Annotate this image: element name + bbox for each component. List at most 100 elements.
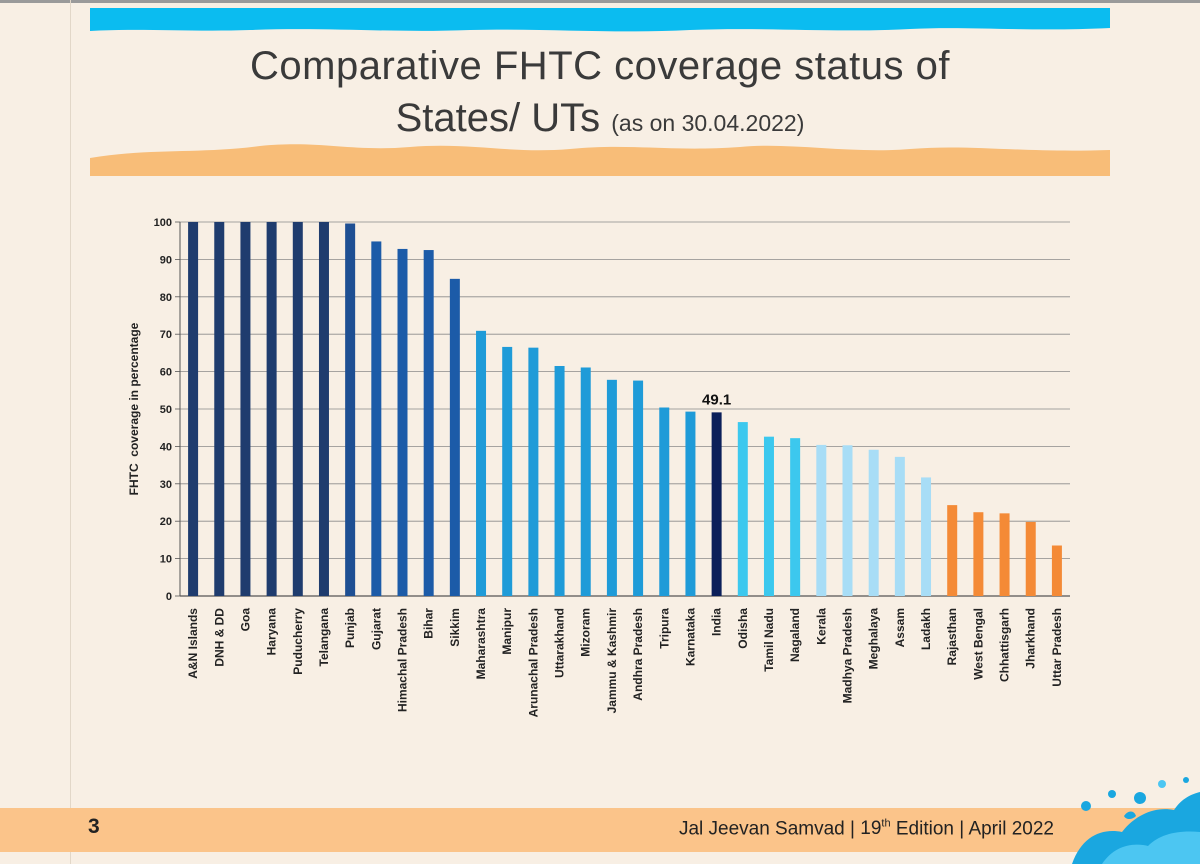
y-axis-label: FHTC coverage in percentage: [127, 322, 141, 495]
x-tick-label-meghalaya: Meghalaya: [867, 608, 881, 670]
y-tick-label-20: 20: [160, 516, 172, 528]
bar-gujarat: [371, 241, 382, 596]
y-tick-label-70: 70: [160, 329, 172, 341]
x-tick-label-odisha: Odisha: [736, 608, 750, 649]
bar-sikkim: [449, 278, 460, 596]
x-tick-label-sikkim: Sikkim: [448, 608, 462, 647]
water-splash-logo: [1072, 777, 1200, 864]
bar-west-bengal: [973, 512, 984, 596]
bar-chhattisgarh: [999, 513, 1010, 596]
y-tick-label-10: 10: [160, 554, 172, 566]
x-tick-label-ladakh: Ladakh: [919, 608, 933, 650]
x-tick-label-tamil-nadu: Tamil Nadu: [762, 608, 776, 672]
x-tick-label-madhya-pradesh: Madhya Pradesh: [841, 608, 855, 703]
y-tick-label-80: 80: [160, 292, 172, 304]
bar-jharkhand: [1025, 521, 1036, 596]
bar-haryana: [266, 222, 277, 596]
x-tick-label-puducherry: Puducherry: [291, 608, 305, 675]
bar-a-n-islands: [188, 222, 199, 596]
bar-meghalaya: [868, 449, 879, 596]
y-tick-labels: 0 10 20 30 40 50 60 70 80 90 100: [154, 217, 172, 603]
bar-jammu-kashmir: [606, 379, 617, 596]
bar-ladakh: [921, 477, 932, 596]
x-tick-label-haryana: Haryana: [265, 608, 279, 656]
bar-madhya-pradesh: [842, 445, 853, 596]
y-tick-label-100: 100: [154, 217, 172, 229]
top-border-line: [0, 0, 1200, 3]
x-tick-label-uttar-pradesh: Uttar Pradesh: [1050, 608, 1064, 687]
x-tick-label-mizoram: Mizoram: [579, 608, 593, 657]
x-tick-label-himachal-pradesh: Himachal Pradesh: [396, 608, 410, 712]
coverage-bar-chart: 0 10 20 30 40 50 60 70 80 90 100 A&N Islands DNH & …: [127, 217, 1070, 718]
bar-india: [711, 412, 722, 596]
bar-rajasthan: [947, 505, 958, 596]
bar-uttar-pradesh: [1051, 545, 1062, 596]
x-tick-label-gujarat: Gujarat: [369, 608, 383, 650]
bar-goa: [240, 222, 251, 596]
x-tick-label-uttarakhand: Uttarakhand: [553, 608, 567, 678]
x-tick-label-kerala: Kerala: [814, 608, 828, 645]
footer-bar: [0, 808, 1200, 852]
bars: [188, 222, 1062, 597]
chart-title-line1: Comparative FHTC coverage status of: [250, 44, 950, 88]
bar-tamil-nadu: [763, 436, 774, 596]
x-tick-label-maharashtra: Maharashtra: [474, 608, 488, 680]
x-tick-label-india: India: [710, 608, 724, 636]
banner-water-wave: [90, 8, 1110, 32]
x-tick-label-punjab: Punjab: [343, 608, 357, 648]
chart-title-states: States/ UTs: [395, 96, 601, 140]
x-tick-label-goa: Goa: [238, 608, 252, 632]
x-tick-label-chhattisgarh: Chhattisgarh: [998, 608, 1012, 682]
x-tick-label-jharkhand: Jharkhand: [1024, 608, 1038, 669]
y-tick-label-90: 90: [160, 254, 172, 266]
x-tick-label-rajasthan: Rajasthan: [945, 608, 959, 665]
bar-odisha: [737, 422, 748, 596]
bar-punjab: [345, 223, 356, 596]
x-tick-label-west-bengal: West Bengal: [971, 608, 985, 680]
x-tick-label-assam: Assam: [893, 608, 907, 647]
page-margin-line: [70, 0, 71, 864]
bar-nagaland: [790, 438, 801, 596]
annotations: 49.1: [702, 391, 731, 408]
x-tick-label-telangana: Telangana: [317, 608, 331, 667]
title-banner: [90, 8, 1110, 176]
y-tick-label-30: 30: [160, 479, 172, 491]
y-tick-label-0: 0: [166, 591, 172, 603]
banner-sand-wave: [90, 144, 1110, 176]
x-tick-label-jammu-kashmir: Jammu & Kashmir: [605, 608, 619, 714]
bar-telangana: [318, 222, 329, 596]
footer-separator: |: [850, 818, 855, 840]
edition-word: Edition: [895, 818, 954, 840]
y-tick-label-50: 50: [160, 404, 172, 416]
bar-assam: [894, 456, 905, 596]
bar-maharashtra: [476, 330, 487, 596]
bar-mizoram: [580, 367, 591, 596]
x-tick-label-bihar: Bihar: [422, 608, 436, 639]
bar-andhra-pradesh: [633, 380, 644, 596]
gridlines: [175, 221, 1070, 597]
chart-title-line2: States/ UTs (as on 30.04.2022): [0, 96, 1200, 141]
bar-tripura: [659, 407, 670, 596]
x-tick-label-dnh-dd: DNH & DD: [212, 608, 226, 667]
bar-uttarakhand: [554, 365, 565, 596]
x-tick-label-manipur: Manipur: [500, 608, 514, 655]
data-label-india: 49.1: [702, 391, 731, 408]
x-tick-label-a-n-islands: A&N Islands: [186, 608, 200, 679]
edition-number: 19th: [860, 818, 891, 840]
footer-separator-2: |: [959, 818, 965, 840]
chart-title-date: (as on 30.04.2022): [611, 110, 805, 136]
x-tick-label-tripura: Tripura: [657, 608, 671, 649]
page-number: 3: [88, 815, 100, 838]
y-tick-label-40: 40: [160, 441, 172, 453]
bar-arunachal-pradesh: [528, 347, 539, 596]
x-tick-label-andhra-pradesh: Andhra Pradesh: [631, 608, 645, 701]
footer-publication-info: Jal Jeevan Samvad | 19th Edition | April…: [679, 818, 1054, 840]
edition-month-year: April 2022: [968, 818, 1054, 840]
x-tick-label-nagaland: Nagaland: [788, 608, 802, 662]
bar-puducherry: [292, 222, 303, 596]
x-tick-label-arunachal-pradesh: Arunachal Pradesh: [526, 608, 540, 717]
publication-name: Jal Jeevan Samvad: [678, 818, 845, 840]
x-tick-label-karnataka: Karnataka: [683, 608, 697, 666]
x-tick-labels: A&N Islands DNH & DD Goa Haryana Puducherry T…: [186, 608, 1064, 718]
bar-manipur: [502, 346, 513, 596]
